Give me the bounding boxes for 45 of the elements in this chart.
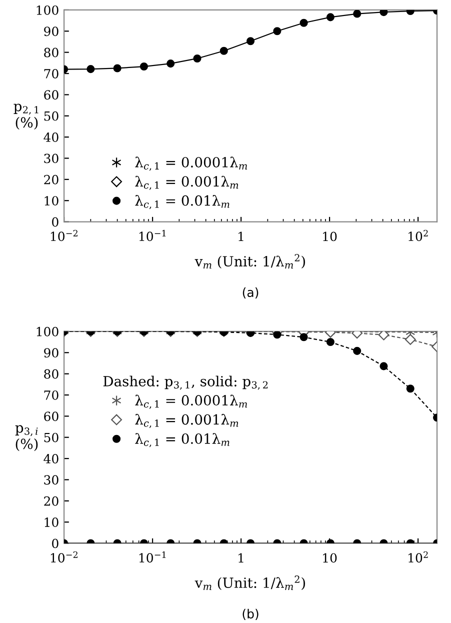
y-tick-label: 70 [44, 390, 58, 400]
y-tick-label: 20 [44, 496, 58, 506]
y-tick-label: 0 [52, 538, 58, 548]
legend-label: λ$_{c,1}$ = 0.001λ$_{m}$ [135, 414, 238, 428]
y-tick-label: 90 [44, 348, 58, 358]
legend-label: λ$_{c,1}$ = 0.01λ$_{m}$ [135, 433, 230, 448]
x-tick-label: 1 [238, 232, 244, 242]
legend-label: λ$_{c,1}$ = 0.0001λ$_{m}$ [135, 394, 247, 409]
y-tick-label: 10 [44, 518, 58, 527]
y-tick-label: 70 [44, 68, 58, 78]
x-axis-title: v$_{m}$ (Unit: 1/λ$_{m}$$^{2}$) [194, 254, 306, 268]
x-tick-label: 10$^{−2}$ [50, 230, 78, 242]
y-tick-label: 10 [44, 196, 58, 206]
x-tick-label: 10$^{−2}$ [50, 551, 78, 563]
x-tick-label: 10$^{2}$ [408, 551, 428, 563]
y-tick-label: 30 [44, 154, 58, 164]
y-tick-label: 40 [44, 132, 58, 142]
y-tick-label: 30 [44, 475, 58, 485]
y-axis-title: p$_{3,i}$ (%) [15, 425, 38, 452]
y-tick-label: 80 [44, 48, 58, 58]
y-tick-label: 90 [44, 26, 58, 36]
x-tick-label: 10$^{−1}$ [139, 551, 166, 563]
legend-label: λ$_{c,1}$ = 0.0001λ$_{m}$ [135, 156, 247, 171]
legend-title: Dashed: p$_{3,1}$, solid: p$_{3,2}$ [103, 376, 268, 390]
y-tick-label: 60 [44, 412, 58, 422]
x-tick-label: 10 [323, 232, 337, 242]
text: (a) [242, 287, 258, 299]
y-axis-title: p$_{2,1}$ (%) [14, 104, 38, 130]
y-tick-label: 100 [36, 5, 58, 15]
x-tick-label: 10 [323, 553, 337, 563]
y-tick-label: 0 [52, 217, 58, 227]
x-axis-title: v$_{m}$ (Unit: 1/λ$_{m}$$^{2}$) [194, 576, 306, 590]
x-tick-label: 10$^{−1}$ [139, 230, 166, 242]
y-tick-label: 100 [36, 326, 58, 336]
x-tick-label: 10$^{2}$ [408, 230, 428, 242]
legend-label: λ$_{c,1}$ = 0.01λ$_{m}$ [135, 194, 230, 210]
x-tick-label: 1 [238, 553, 244, 562]
y-tick-label: 20 [44, 174, 58, 184]
y-tick-label: 60 [44, 90, 58, 100]
legend-label: λ$_{c,1}$ = 0.001λ$_{m}$ [135, 176, 238, 190]
y-tick-label: 40 [44, 454, 58, 464]
text: (b) [242, 608, 258, 620]
y-tick-label: 50 [44, 432, 58, 442]
y-tick-label: 50 [44, 111, 58, 121]
y-tick-label: 80 [44, 369, 58, 379]
